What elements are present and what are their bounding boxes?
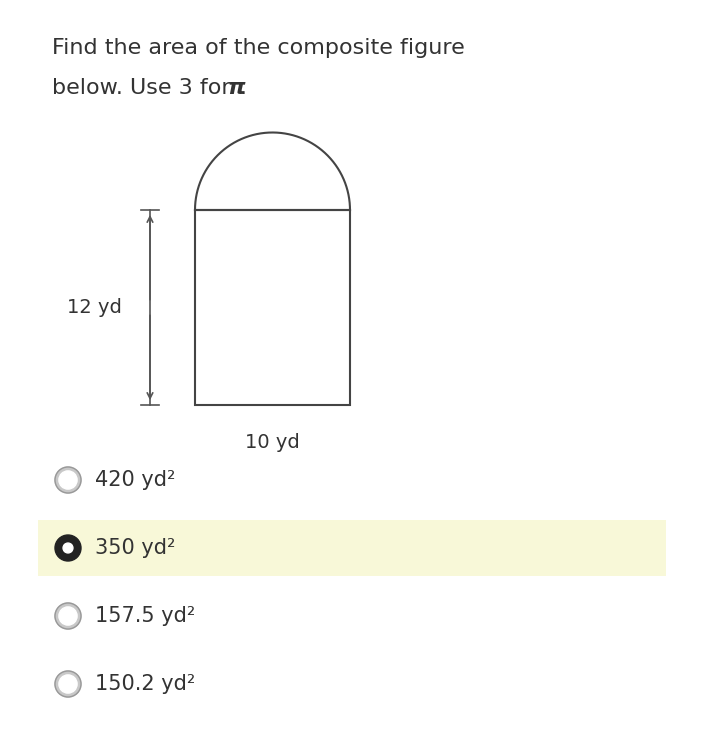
Text: π: π [227, 78, 244, 98]
Text: Find the area of the composite figure: Find the area of the composite figure [52, 38, 465, 58]
Circle shape [59, 471, 77, 489]
Circle shape [59, 675, 77, 693]
Text: 12 yd: 12 yd [67, 298, 122, 317]
Circle shape [55, 467, 81, 493]
Text: below. Use 3 for: below. Use 3 for [52, 78, 238, 98]
Text: 150.2 yd²: 150.2 yd² [95, 674, 196, 694]
Text: 420 yd²: 420 yd² [95, 470, 175, 490]
Bar [38, 520, 666, 576]
Text: 350 yd²: 350 yd² [95, 538, 175, 558]
Circle shape [55, 671, 81, 697]
Circle shape [55, 603, 81, 629]
Text: 157.5 yd²: 157.5 yd² [95, 606, 196, 626]
Circle shape [63, 543, 73, 553]
Text: 10 yd: 10 yd [245, 433, 300, 452]
Circle shape [59, 607, 77, 625]
Bar [195, 210, 350, 405]
Text: .: . [240, 78, 247, 98]
Circle shape [55, 535, 81, 561]
